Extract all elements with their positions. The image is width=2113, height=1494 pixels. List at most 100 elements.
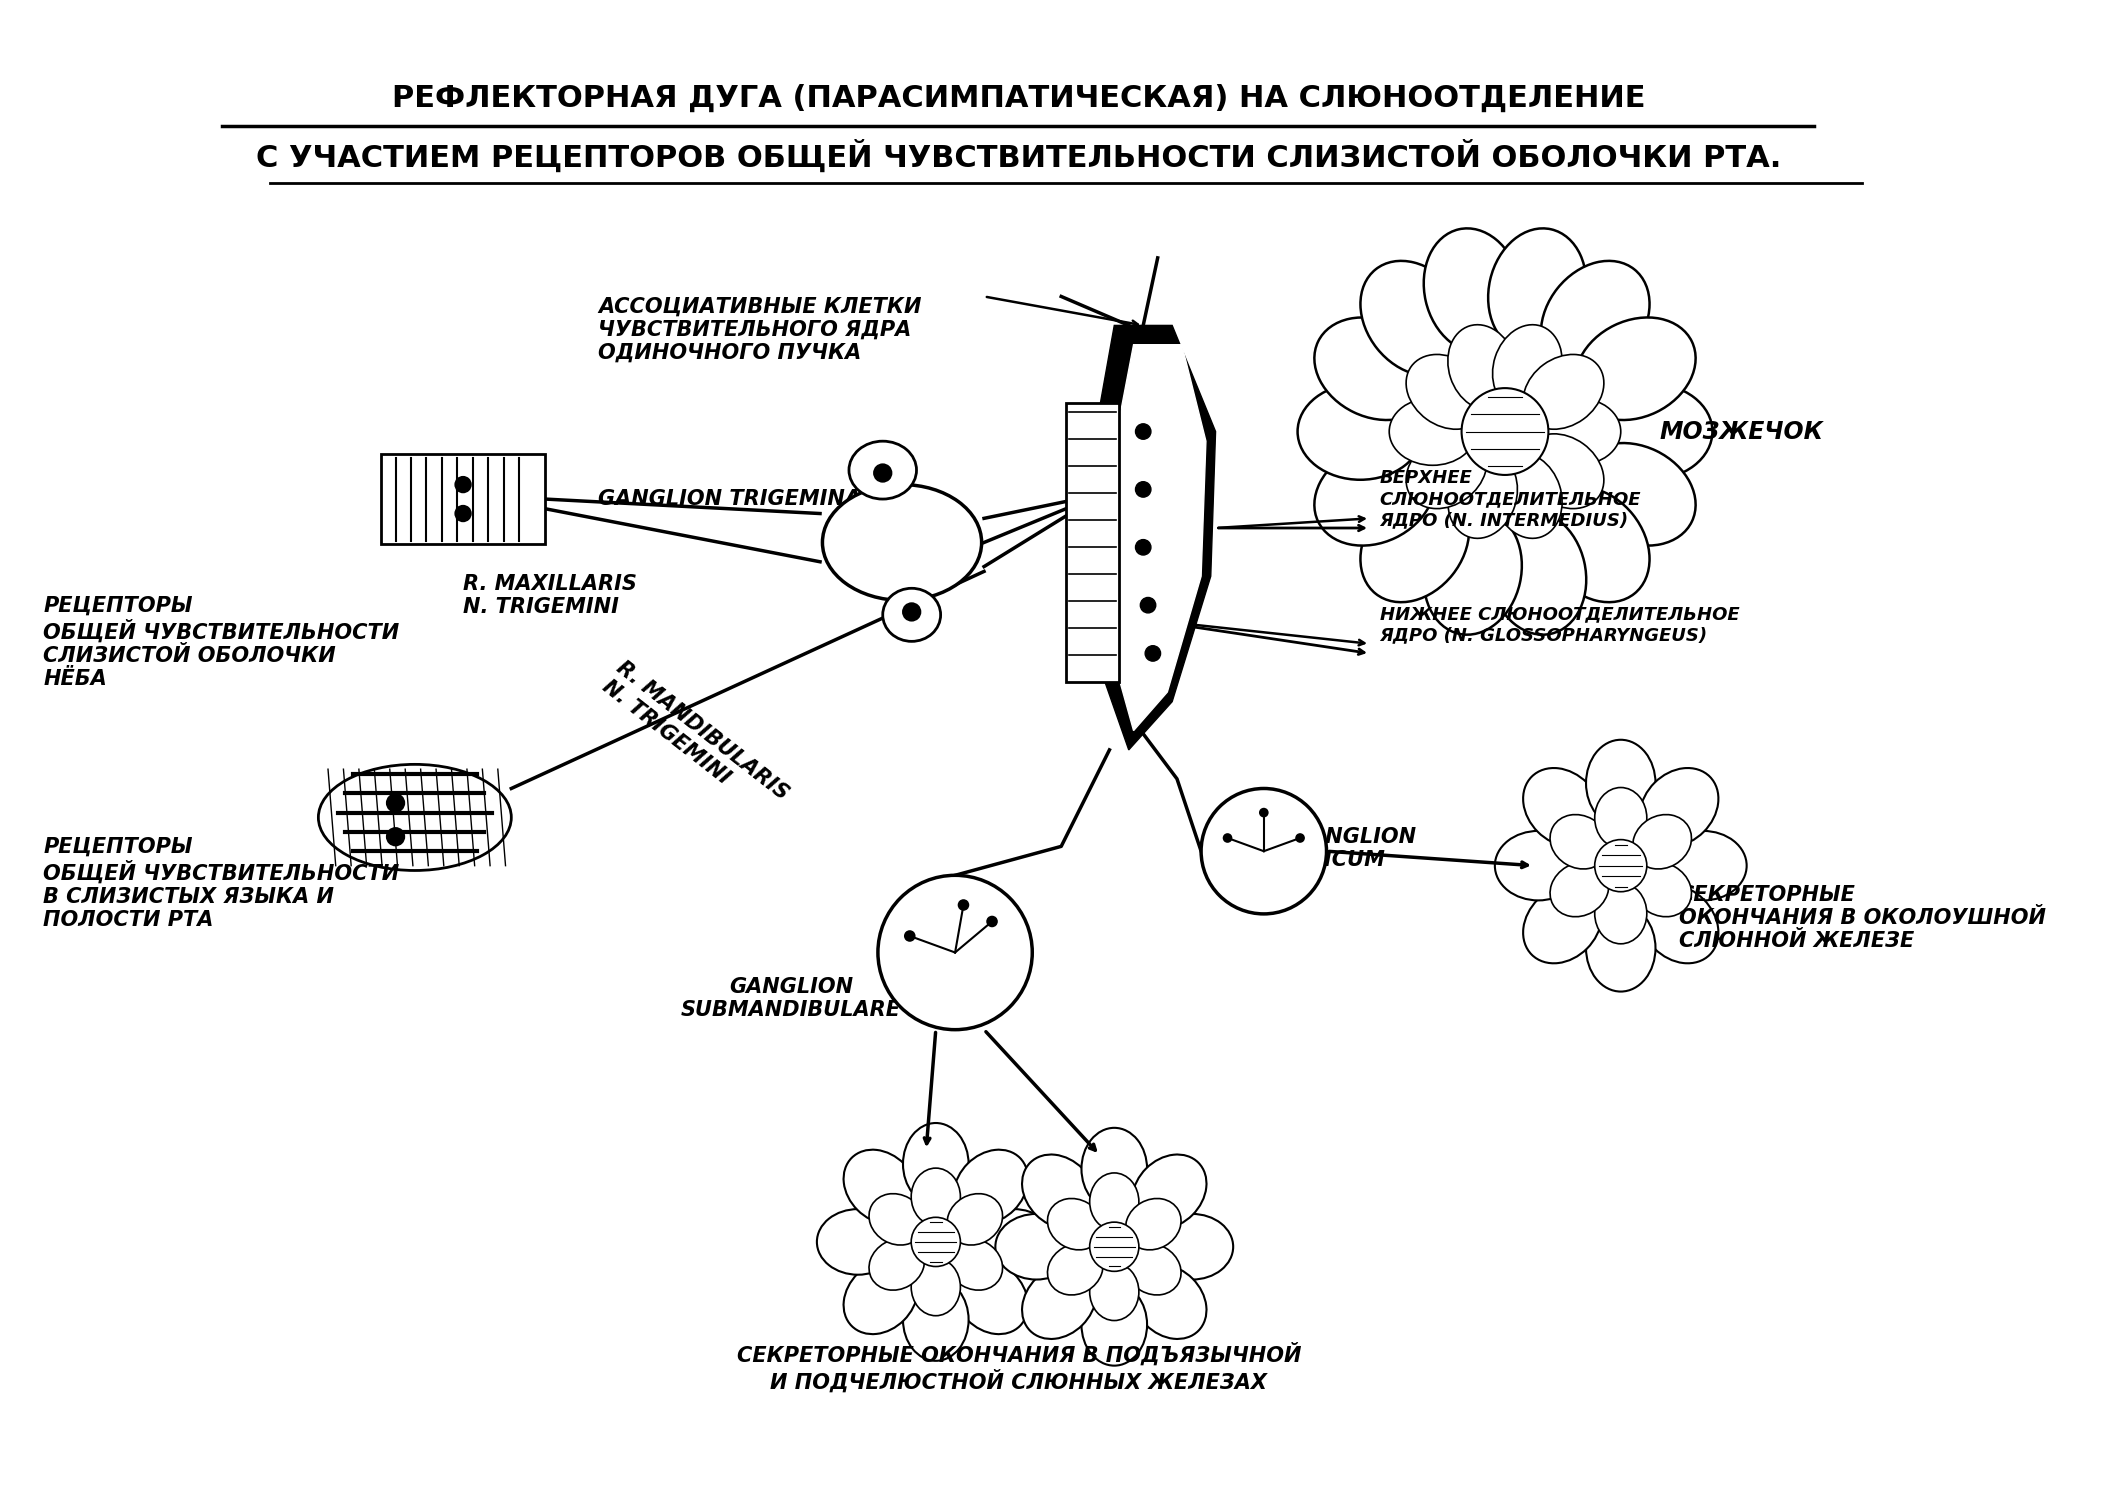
- Ellipse shape: [868, 1194, 925, 1245]
- Ellipse shape: [1633, 814, 1693, 870]
- Ellipse shape: [972, 1209, 1054, 1274]
- Ellipse shape: [1314, 444, 1435, 545]
- Ellipse shape: [1587, 740, 1654, 826]
- Ellipse shape: [1082, 1283, 1147, 1366]
- Text: R. MAXILLARIS
N. TRIGEMINI: R. MAXILLARIS N. TRIGEMINI: [463, 574, 636, 617]
- Ellipse shape: [1023, 1155, 1097, 1228]
- Ellipse shape: [1595, 883, 1646, 944]
- Circle shape: [1090, 1222, 1139, 1271]
- Ellipse shape: [1388, 397, 1477, 465]
- Text: МОЗЖЕЧОК: МОЗЖЕЧОК: [1659, 420, 1824, 444]
- Text: R. MANDIBULARIS
N. TRIGEMINI: R. MANDIBULARIS N. TRIGEMINI: [598, 657, 792, 823]
- Circle shape: [1295, 834, 1306, 843]
- Text: GANGLION
OTICUM: GANGLION OTICUM: [1293, 828, 1418, 871]
- Ellipse shape: [1126, 1198, 1181, 1250]
- Ellipse shape: [1587, 905, 1654, 992]
- Ellipse shape: [1152, 1215, 1234, 1279]
- Circle shape: [1141, 598, 1156, 613]
- Ellipse shape: [902, 1279, 968, 1361]
- Ellipse shape: [953, 1150, 1029, 1224]
- Ellipse shape: [1640, 768, 1718, 847]
- Ellipse shape: [1405, 433, 1488, 508]
- Ellipse shape: [868, 1239, 925, 1291]
- Text: РЕЦЕПТОРЫ
ОБЩЕЙ ЧУВСТВИТЕЛЬНОСТИ
В СЛИЗИСТЫХ ЯЗЫКА И
ПОЛОСТИ РТА: РЕЦЕПТОРЫ ОБЩЕЙ ЧУВСТВИТЕЛЬНОСТИ В СЛИЗИ…: [44, 837, 399, 931]
- Ellipse shape: [1494, 831, 1583, 901]
- Ellipse shape: [1405, 354, 1488, 429]
- Circle shape: [987, 916, 997, 928]
- Circle shape: [1462, 388, 1549, 475]
- Ellipse shape: [1133, 1155, 1207, 1228]
- Ellipse shape: [1361, 261, 1469, 376]
- Ellipse shape: [1595, 787, 1646, 849]
- Ellipse shape: [1640, 884, 1718, 964]
- Ellipse shape: [1574, 444, 1695, 545]
- Ellipse shape: [1361, 487, 1469, 602]
- Ellipse shape: [947, 1239, 1002, 1291]
- Ellipse shape: [1633, 862, 1693, 917]
- Circle shape: [902, 602, 921, 622]
- Ellipse shape: [1488, 229, 1587, 353]
- Circle shape: [1259, 808, 1268, 817]
- Circle shape: [387, 793, 406, 813]
- Circle shape: [1135, 424, 1152, 439]
- Ellipse shape: [1551, 814, 1608, 870]
- Text: АССОЦИАТИВНЫЕ КЛЕТКИ
ЧУВСТВИТЕЛЬНОГО ЯДРА
ОДИНОЧНОГО ПУЧКА: АССОЦИАТИВНЫЕ КЛЕТКИ ЧУВСТВИТЕЛЬНОГО ЯДР…: [598, 296, 921, 363]
- Ellipse shape: [1133, 1265, 1207, 1339]
- Ellipse shape: [995, 1215, 1078, 1279]
- Circle shape: [1145, 645, 1160, 662]
- Ellipse shape: [1297, 384, 1422, 480]
- Polygon shape: [380, 454, 545, 544]
- Ellipse shape: [843, 1259, 917, 1334]
- Ellipse shape: [849, 441, 917, 499]
- Ellipse shape: [1523, 354, 1604, 429]
- Text: С УЧАСТИЕМ РЕЦЕПТОРОВ ОБЩЕЙ ЧУВСТВИТЕЛЬНОСТИ СЛИЗИСТОЙ ОБОЛОЧКИ РТА.: С УЧАСТИЕМ РЕЦЕПТОРОВ ОБЩЕЙ ЧУВСТВИТЕЛЬН…: [256, 140, 1781, 173]
- Ellipse shape: [1447, 453, 1517, 538]
- Circle shape: [1595, 840, 1646, 892]
- Ellipse shape: [1126, 1243, 1181, 1295]
- Ellipse shape: [902, 1123, 968, 1206]
- Ellipse shape: [1048, 1198, 1103, 1250]
- Ellipse shape: [1314, 317, 1435, 420]
- Ellipse shape: [947, 1194, 1002, 1245]
- Text: РЕЦЕПТОРЫ
ОБЩЕЙ ЧУВСТВИТЕЛЬНОСТИ
СЛИЗИСТОЙ ОБОЛОЧКИ
НЁБА: РЕЦЕПТОРЫ ОБЩЕЙ ЧУВСТВИТЕЛЬНОСТИ СЛИЗИСТ…: [44, 596, 399, 689]
- Circle shape: [454, 505, 471, 523]
- Ellipse shape: [1048, 1243, 1103, 1295]
- Ellipse shape: [1523, 884, 1602, 964]
- Ellipse shape: [1447, 324, 1517, 409]
- Ellipse shape: [1424, 511, 1521, 635]
- Ellipse shape: [1661, 831, 1747, 901]
- Ellipse shape: [911, 1258, 961, 1316]
- Text: GANGLION TRIGEMINALE: GANGLION TRIGEMINALE: [598, 489, 890, 509]
- Ellipse shape: [1587, 384, 1712, 480]
- Circle shape: [1223, 834, 1232, 843]
- Circle shape: [454, 477, 471, 493]
- Ellipse shape: [818, 1209, 898, 1274]
- Circle shape: [1135, 539, 1152, 554]
- Ellipse shape: [1488, 511, 1587, 635]
- Ellipse shape: [822, 484, 983, 601]
- Ellipse shape: [1523, 768, 1602, 847]
- Circle shape: [1200, 789, 1327, 914]
- Ellipse shape: [883, 589, 940, 641]
- Circle shape: [1135, 481, 1152, 498]
- Polygon shape: [1109, 345, 1207, 731]
- Ellipse shape: [1540, 261, 1650, 376]
- Ellipse shape: [911, 1168, 961, 1225]
- Text: НИЖНЕЕ СЛЮНООТДЕЛИТЕЛЬНОЕ
ЯДРО (N. GLOSSOPHARYNGEUS): НИЖНЕЕ СЛЮНООТДЕЛИТЕЛЬНОЕ ЯДРО (N. GLOSS…: [1380, 605, 1739, 644]
- Ellipse shape: [1574, 317, 1695, 420]
- Ellipse shape: [1492, 324, 1562, 409]
- Ellipse shape: [1090, 1262, 1139, 1321]
- Ellipse shape: [1551, 862, 1608, 917]
- Ellipse shape: [1492, 453, 1562, 538]
- Text: ВЕРХНЕЕ
СЛЮНООТДЕЛИТЕЛЬНОЕ
ЯДРО (N. INTERMEDIUS): ВЕРХНЕЕ СЛЮНООТДЕЛИТЕЛЬНОЕ ЯДРО (N. INTE…: [1380, 469, 1642, 529]
- Circle shape: [387, 828, 406, 847]
- Ellipse shape: [1523, 433, 1604, 508]
- Text: РЕФЛЕКТОРНАЯ ДУГА (ПАРАСИМПАТИЧЕСКАЯ) НА СЛЮНООТДЕЛЕНИЕ: РЕФЛЕКТОРНАЯ ДУГА (ПАРАСИМПАТИЧЕСКАЯ) НА…: [393, 84, 1646, 114]
- Text: СЕКРЕТОРНЫЕ
ОКОНЧАНИЯ В ОКОЛОУШНОЙ
СЛЮННОЙ ЖЕЛЕЗЕ: СЕКРЕТОРНЫЕ ОКОНЧАНИЯ В ОКОЛОУШНОЙ СЛЮНН…: [1678, 884, 2045, 952]
- Text: GANGLION
SUBMANDIBULARE: GANGLION SUBMANDIBULARE: [680, 977, 900, 1020]
- Text: СЕКРЕТОРНЫЕ ОКОНЧАНИЯ В ПОДЪЯЗЫЧНОЙ
И ПОДЧЕЛЮСТНОЙ СЛЮННЫХ ЖЕЛЕЗАХ: СЕКРЕТОРНЫЕ ОКОНЧАНИЯ В ПОДЪЯЗЫЧНОЙ И ПО…: [737, 1342, 1302, 1392]
- Circle shape: [957, 899, 970, 911]
- Ellipse shape: [843, 1150, 917, 1224]
- Circle shape: [873, 463, 892, 483]
- Polygon shape: [1090, 326, 1215, 750]
